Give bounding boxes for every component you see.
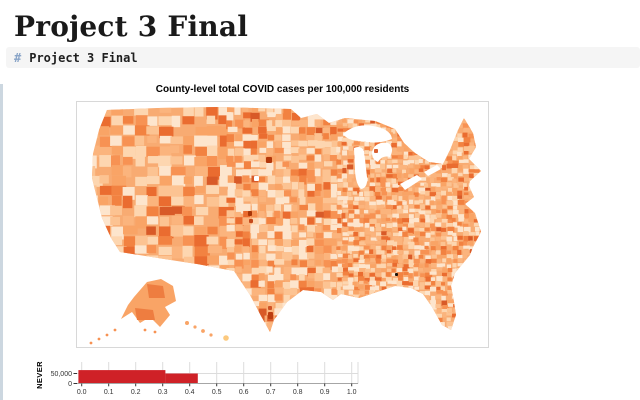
notable-county xyxy=(268,306,272,310)
hist-bar-segment xyxy=(78,370,166,384)
notable-county xyxy=(395,273,398,276)
x-tick-label: 0.3 xyxy=(158,389,168,396)
x-tick-label: 0.9 xyxy=(320,389,330,396)
great-lakes xyxy=(343,125,441,190)
notable-county xyxy=(268,312,273,319)
y-tick-label: 50,000 xyxy=(51,371,73,378)
x-tick-label: 0.1 xyxy=(104,389,114,396)
notable-county xyxy=(374,149,378,153)
hist-bars xyxy=(78,370,198,384)
x-tick-label: 1.0 xyxy=(347,389,357,396)
hawaii-inset xyxy=(185,321,229,341)
x-tick-label: 0.5 xyxy=(212,389,222,396)
notable-county xyxy=(266,157,272,163)
y-tick-label: 0 xyxy=(68,381,72,388)
page-title: Project 3 Final xyxy=(14,10,249,43)
x-tick-label: 0.7 xyxy=(266,389,276,396)
hist-bar-segment xyxy=(165,373,198,384)
notable-county xyxy=(248,211,252,216)
us-map-svg xyxy=(89,107,481,345)
facet-label-never: NEVER xyxy=(35,361,44,389)
notable-county xyxy=(249,219,253,223)
hist-axes-text: 50,000 0 0.0 0.1 0.2 0.3 0.4 0.5 0.6 0.7 0.8 0.9 1.0 xyxy=(51,371,357,396)
notable-county xyxy=(254,176,259,181)
x-tick-label: 0.0 xyxy=(77,389,87,396)
markdown-code-cell: # Project 3 Final xyxy=(6,47,640,68)
map-figure-panel xyxy=(76,101,489,348)
markdown-hash-symbol: # xyxy=(14,50,22,65)
histogram-svg: 50,000 0 0.0 0.1 0.2 0.3 0.4 0.5 0.6 0.7 0.8 0.9 1.0… xyxy=(35,361,359,396)
map-title: County-level total COVID cases per 100,0… xyxy=(155,84,410,95)
x-tick-label: 0.4 xyxy=(185,389,195,396)
x-tick-label: 0.2 xyxy=(131,389,141,396)
alaska-inset xyxy=(89,279,176,345)
markdown-heading-text: Project 3 Final xyxy=(29,50,138,65)
notable-counties xyxy=(248,149,398,319)
x-tick-label: 0.6 xyxy=(239,389,249,396)
x-tick-label: 0.8 xyxy=(293,389,303,396)
output-gutter-strip xyxy=(0,84,3,400)
